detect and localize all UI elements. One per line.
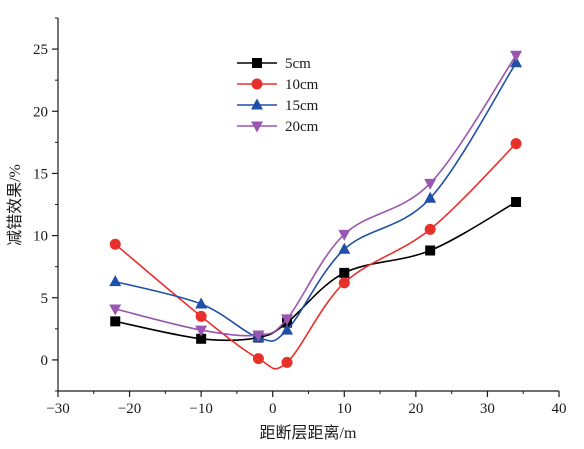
- x-tick-label: 30: [480, 401, 495, 417]
- data-point: [424, 178, 437, 190]
- x-tick-label: −10: [189, 401, 212, 417]
- legend-marker: [252, 58, 262, 68]
- y-tick-label: 0: [41, 353, 49, 369]
- data-point: [195, 310, 207, 322]
- y-tick-label: 10: [33, 229, 48, 245]
- legend-entry: 20cm: [237, 119, 319, 135]
- axes: −30 −20 −10 0 10 20 30 40 0 5 10 15 20 25: [33, 17, 567, 417]
- legend-label: 10cm: [285, 77, 319, 93]
- y-ticks: 0 5 10 15 20 25: [33, 17, 58, 392]
- y-tick-label: 5: [41, 291, 49, 307]
- data-point: [339, 267, 350, 278]
- legend-entry: 5cm: [237, 56, 311, 72]
- x-axis-label: 距断层距离/m: [260, 424, 357, 442]
- data-point: [252, 330, 265, 342]
- data-point: [281, 323, 294, 335]
- data-point: [109, 238, 121, 250]
- data-point: [510, 138, 522, 150]
- data-point: [424, 223, 436, 235]
- x-ticks: −30 −20 −10 0 10 20 30 40: [46, 391, 567, 417]
- series-layer: [109, 50, 523, 370]
- x-tick-label: 0: [269, 401, 277, 417]
- legend-label: 20cm: [285, 119, 319, 135]
- data-point: [424, 191, 437, 203]
- data-point: [338, 242, 351, 254]
- legend-label: 5cm: [285, 56, 311, 72]
- data-point: [281, 356, 293, 368]
- y-tick-label: 15: [33, 166, 48, 182]
- series-20cm: [109, 50, 523, 342]
- legend-marker: [251, 78, 263, 90]
- x-tick-label: 20: [408, 401, 423, 417]
- data-point: [510, 50, 523, 62]
- series-10cm: [109, 138, 522, 370]
- legend-label: 15cm: [285, 98, 319, 114]
- y-tick-label: 20: [33, 104, 48, 120]
- data-point: [195, 297, 208, 309]
- x-tick-label: −20: [118, 401, 141, 417]
- data-point: [252, 353, 264, 365]
- legend-entry: 15cm: [237, 98, 319, 114]
- data-point: [338, 277, 350, 289]
- data-point: [109, 275, 122, 287]
- legend-entry: 10cm: [237, 77, 319, 93]
- y-axis-label: 减错效果/%: [6, 164, 24, 246]
- data-point: [109, 304, 122, 316]
- data-point: [110, 316, 121, 327]
- data-point: [511, 197, 522, 208]
- legend-marker: [251, 98, 263, 110]
- legend-marker: [251, 121, 263, 133]
- x-tick-label: 40: [552, 401, 567, 417]
- x-tick-label: −30: [46, 401, 69, 417]
- x-tick-label: 10: [337, 401, 352, 417]
- data-point: [425, 245, 436, 256]
- data-point: [196, 333, 207, 344]
- data-point: [281, 314, 294, 326]
- data-point: [338, 229, 351, 241]
- y-tick-label: 25: [33, 42, 48, 58]
- legend: 5cm 10cm 15cm 20cm: [237, 56, 319, 135]
- data-point: [195, 325, 208, 337]
